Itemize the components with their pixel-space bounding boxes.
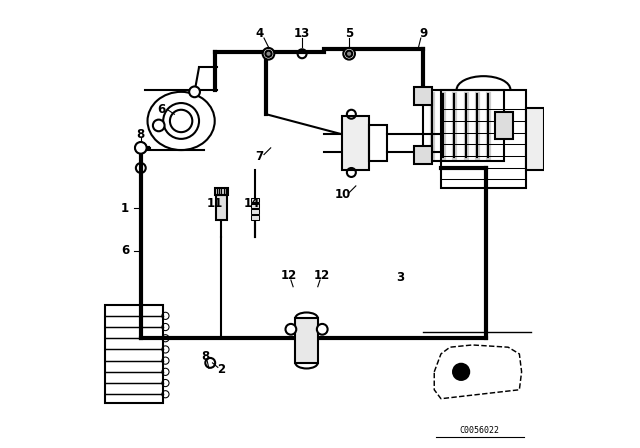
Text: 14: 14 <box>244 197 260 211</box>
Bar <box>495 112 513 139</box>
Bar <box>252 215 259 220</box>
Circle shape <box>262 48 275 60</box>
Bar <box>216 195 227 220</box>
Bar <box>252 198 259 202</box>
Bar <box>441 90 526 188</box>
Circle shape <box>266 51 271 57</box>
Text: C0056022: C0056022 <box>459 426 499 435</box>
Bar <box>414 87 432 105</box>
Bar <box>296 318 317 363</box>
Bar <box>252 209 259 214</box>
Bar <box>105 305 163 403</box>
Text: 7: 7 <box>255 150 264 164</box>
Text: 5: 5 <box>345 27 353 40</box>
Circle shape <box>153 120 164 131</box>
Bar <box>369 125 387 161</box>
Circle shape <box>343 48 355 60</box>
Text: 4: 4 <box>255 27 264 40</box>
Text: 8: 8 <box>202 349 210 363</box>
Circle shape <box>136 142 146 153</box>
Bar <box>215 188 228 195</box>
Bar <box>526 108 544 170</box>
Circle shape <box>135 142 147 154</box>
Text: 3: 3 <box>397 271 404 284</box>
Bar <box>342 116 369 170</box>
Text: 6: 6 <box>121 244 129 258</box>
Text: 2: 2 <box>218 363 225 376</box>
Circle shape <box>189 86 200 97</box>
Text: 13: 13 <box>294 27 310 40</box>
Bar <box>252 203 259 208</box>
Text: 10: 10 <box>334 188 351 202</box>
Text: 8: 8 <box>137 128 145 141</box>
Circle shape <box>285 324 296 335</box>
Circle shape <box>346 51 352 57</box>
Text: 1: 1 <box>121 202 129 215</box>
Bar <box>423 90 504 161</box>
Text: 9: 9 <box>419 27 427 40</box>
Text: 11: 11 <box>207 197 223 211</box>
Text: 12: 12 <box>314 269 330 282</box>
Text: 12: 12 <box>280 269 297 282</box>
Bar <box>414 146 432 164</box>
Ellipse shape <box>148 92 215 150</box>
Circle shape <box>317 324 328 335</box>
Text: 6: 6 <box>157 103 165 116</box>
Circle shape <box>453 364 469 380</box>
